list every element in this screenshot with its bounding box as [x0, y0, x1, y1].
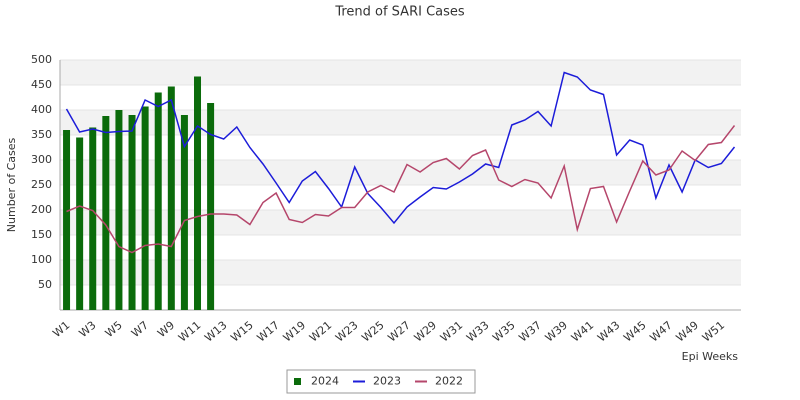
- legend-label: 2022: [435, 375, 463, 388]
- line: [65, 71, 736, 225]
- x-tick-label: W35: [490, 319, 517, 345]
- y-tick-label: 50: [38, 278, 52, 291]
- line: [66, 125, 736, 254]
- x-tick-label: W49: [674, 319, 701, 345]
- y-tick-label: 450: [31, 78, 52, 91]
- grid-band: [60, 160, 741, 185]
- x-tick-label: W31: [438, 319, 465, 345]
- x-tick-label: W27: [385, 319, 412, 345]
- x-tick-label: W51: [700, 319, 727, 345]
- x-tick-label: W17: [255, 319, 282, 345]
- x-tick-label: W5: [103, 319, 125, 340]
- x-tick-label: W47: [647, 319, 674, 345]
- bar: [154, 92, 162, 310]
- y-tick-label: 250: [31, 178, 52, 191]
- bar: [207, 103, 215, 310]
- bar: [76, 137, 84, 310]
- grid-band: [60, 210, 741, 235]
- chart-title: Trend of SARI Cases: [334, 5, 465, 20]
- y-tick-label: 150: [31, 228, 52, 241]
- y-tick-label: 400: [31, 103, 52, 116]
- bar: [167, 86, 175, 310]
- y-tick-label: 350: [31, 128, 52, 141]
- x-tick-label: W43: [595, 319, 622, 345]
- legend-box: [286, 369, 476, 394]
- y-tick-label: 300: [31, 153, 52, 166]
- x-tick-label: W1: [50, 319, 72, 340]
- x-tick-label: W21: [307, 319, 334, 345]
- x-tick-label: W33: [464, 319, 491, 345]
- x-axis-label: Epi Weeks: [682, 350, 739, 363]
- x-tick-label: W15: [228, 319, 255, 345]
- x-tick-label: W9: [155, 319, 177, 340]
- grid-band: [60, 110, 741, 135]
- bar: [194, 76, 202, 310]
- bar: [180, 115, 188, 310]
- x-tick-label: W7: [129, 319, 151, 340]
- legend-swatch: [294, 378, 301, 385]
- y-axis-label: Number of Cases: [5, 138, 18, 233]
- bar: [63, 130, 71, 310]
- x-tick-label: W13: [202, 319, 229, 345]
- bar: [89, 127, 97, 310]
- x-tick-label: W39: [543, 319, 570, 345]
- x-tick-label: W37: [516, 319, 543, 345]
- y-tick-label: 500: [31, 53, 52, 66]
- x-tick-label: W11: [176, 319, 203, 345]
- x-tick-label: W23: [333, 319, 360, 345]
- legend-label: 2024: [311, 375, 339, 388]
- x-tick-label: W3: [77, 319, 99, 340]
- bar: [141, 106, 149, 310]
- x-tick-label: W19: [281, 319, 308, 345]
- y-tick-label: 200: [31, 203, 52, 216]
- x-tick-label: W45: [621, 319, 648, 345]
- y-tick-label: 100: [31, 253, 52, 266]
- bar: [102, 116, 110, 310]
- legend-label: 2023: [373, 375, 401, 388]
- bar: [115, 110, 123, 310]
- grid-band: [60, 60, 741, 85]
- x-tick-label: W29: [412, 319, 439, 345]
- x-tick-label: W41: [569, 319, 596, 345]
- x-tick-label: W25: [359, 319, 386, 345]
- grid-band: [60, 260, 741, 285]
- bar: [128, 115, 136, 310]
